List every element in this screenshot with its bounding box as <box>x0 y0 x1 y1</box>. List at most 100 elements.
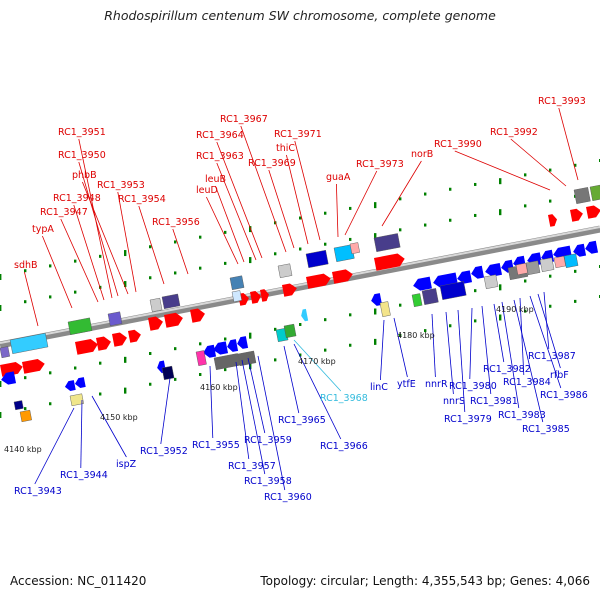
gene-label: RC1_3948 <box>53 193 101 204</box>
tick-mark <box>299 323 302 326</box>
forward-gene-arrow <box>75 338 98 355</box>
label-leader-lines <box>24 107 579 491</box>
tick-mark <box>199 235 202 239</box>
gene-label: leuB <box>205 174 226 185</box>
feature-rect <box>373 233 401 252</box>
tick-mark <box>149 276 152 280</box>
feature-rect <box>553 255 566 269</box>
gene-label: thiC <box>276 143 295 154</box>
gene-label: RC1_3968 <box>320 393 368 404</box>
feature-block <box>589 184 600 201</box>
feature-rect <box>231 290 242 303</box>
forward-gene-arrow <box>306 273 331 289</box>
kbp-tick-label: 4140 kbp <box>4 445 42 454</box>
tick-mark <box>249 332 252 339</box>
tick-mark <box>524 279 527 283</box>
feature-block <box>439 281 467 300</box>
leader-line <box>510 138 567 187</box>
tick-mark <box>524 173 527 177</box>
tick-mark <box>199 373 202 376</box>
feature-rect <box>213 353 241 371</box>
leader-line <box>42 235 73 309</box>
tick-mark <box>99 254 102 258</box>
feature-block <box>19 409 32 423</box>
tick-mark <box>324 348 327 352</box>
tick-mark <box>399 197 402 201</box>
reverse-gene-arrow <box>585 240 599 254</box>
leader-line <box>294 140 321 241</box>
gene-arrow-shape <box>203 344 217 358</box>
gene-arrow-shape <box>112 332 127 347</box>
tick-mark <box>449 324 452 328</box>
feature-block <box>349 242 360 255</box>
feature-block <box>421 288 439 305</box>
tick-mark <box>474 182 477 186</box>
feature-block <box>411 293 423 308</box>
tick-mark <box>324 211 327 215</box>
kbp-tick-label: 4170 kbp <box>298 357 336 366</box>
feature-rect <box>19 409 32 423</box>
leader-line <box>209 365 214 439</box>
gene-label: RC1_3973 <box>356 159 404 170</box>
tick-mark <box>374 338 377 345</box>
gene-arrow-shape <box>22 358 45 374</box>
reverse-gene-arrow <box>64 380 76 391</box>
leader-line <box>172 228 189 275</box>
feature-block <box>161 365 175 381</box>
leader-line <box>34 407 75 485</box>
leader-line <box>117 191 137 293</box>
tick-mark <box>349 313 352 317</box>
tick-mark <box>174 347 177 351</box>
leader-line <box>445 311 454 395</box>
tick-mark <box>99 392 102 396</box>
tick-mark <box>574 269 577 273</box>
tick-mark <box>74 259 77 263</box>
feature-rect <box>161 365 175 381</box>
backbone <box>0 225 600 349</box>
gene-label: RC1_3958 <box>244 476 292 487</box>
feature-block <box>149 297 163 313</box>
feature-rect <box>563 253 579 269</box>
gene-arrow-shape <box>227 339 239 352</box>
feature-rect <box>515 262 528 276</box>
gene-arrow-shape <box>128 329 141 343</box>
forward-gene-arrow <box>22 358 45 374</box>
reverse-gene-arrow <box>371 293 383 306</box>
tick-mark <box>99 361 102 365</box>
tick-mark <box>374 308 377 315</box>
tick-mark <box>399 303 402 307</box>
gene-arrow-shape <box>74 377 86 388</box>
feature-block <box>539 257 555 273</box>
feature-block <box>563 253 579 269</box>
leader-line <box>457 309 466 413</box>
tick-mark <box>49 371 52 375</box>
reverse-gene-arrow <box>1 371 17 385</box>
feature-rect <box>237 350 257 367</box>
tick-mark <box>349 343 352 347</box>
tick-mark <box>374 233 377 240</box>
tick-mark <box>324 242 327 246</box>
tick-mark <box>274 252 277 256</box>
feature-block <box>9 332 49 354</box>
feature-rect <box>379 301 391 317</box>
forward-gene-arrow <box>164 312 183 328</box>
tick-mark <box>174 271 177 275</box>
leader-line <box>73 204 105 301</box>
tick-mark <box>149 352 152 355</box>
gene-arrow-shape <box>570 208 583 222</box>
feature-rect <box>305 249 329 268</box>
gene-arrow-shape <box>457 270 473 284</box>
tick-mark <box>524 309 527 313</box>
gene-arrow-shape <box>306 273 331 289</box>
tick-mark <box>24 376 27 380</box>
feature-block <box>373 233 401 252</box>
tick-mark <box>49 402 52 406</box>
tick-mark <box>324 318 327 322</box>
feature-block <box>573 187 591 204</box>
tick-mark <box>0 274 2 280</box>
leader-line <box>235 361 250 460</box>
gene-label: RC1_3979 <box>444 414 492 425</box>
leader-line <box>513 299 544 423</box>
forward-gene-arrow <box>128 329 141 343</box>
gene-label: RC1_3981 <box>470 396 518 407</box>
